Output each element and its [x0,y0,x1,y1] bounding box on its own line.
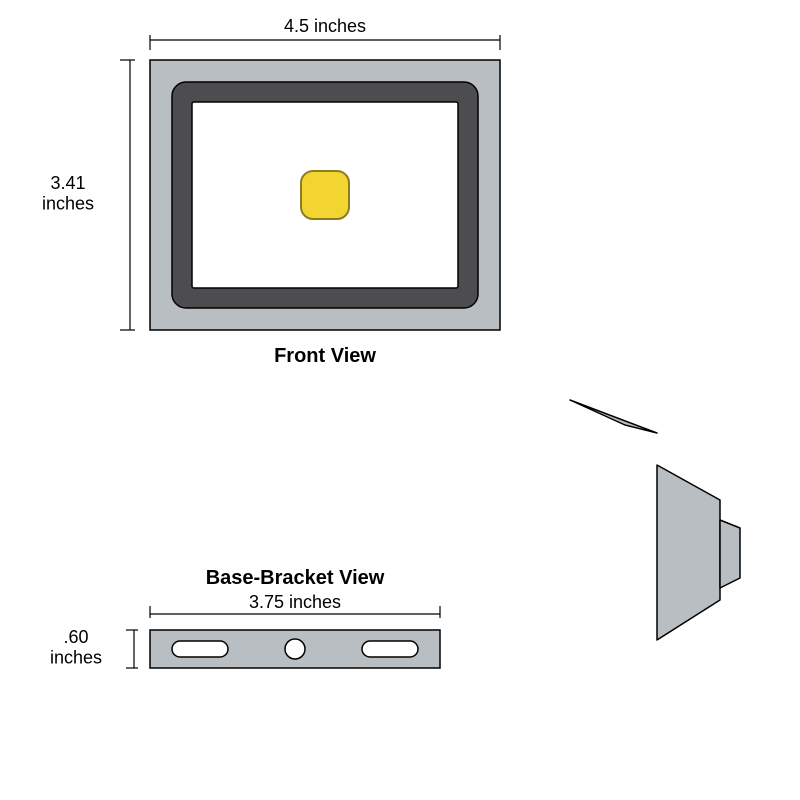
front-height-label: 3.41inches [42,173,94,214]
side-view [570,400,740,640]
led-chip [301,171,349,219]
front-width-label: 4.5 inches [284,16,366,36]
bracket-width-label: 3.75 inches [249,592,341,612]
front-view [150,60,500,330]
bracket-height-label: .60inches [50,627,102,668]
bracket-view [150,630,440,668]
front-view-label: Front View [274,345,376,367]
bracket-view-label: Base-Bracket View [206,567,385,589]
